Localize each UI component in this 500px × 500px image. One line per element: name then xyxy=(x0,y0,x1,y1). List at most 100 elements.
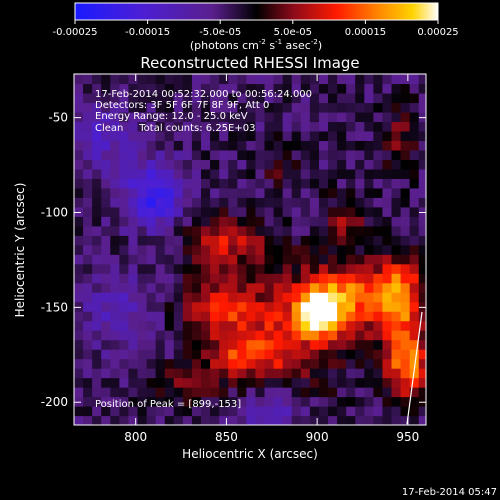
heatmap-cell xyxy=(237,301,247,312)
heatmap-cell xyxy=(101,415,111,425)
heatmap-cell xyxy=(146,121,157,132)
heatmap-cell xyxy=(273,282,284,293)
heatmap-cell xyxy=(173,292,184,303)
heatmap-cell xyxy=(137,415,148,425)
heatmap-cell xyxy=(318,282,329,293)
heatmap-cell xyxy=(418,377,426,388)
heatmap-cell xyxy=(110,130,120,142)
heatmap-cell xyxy=(409,282,420,293)
heatmap-cell xyxy=(210,197,220,208)
heatmap-cell xyxy=(255,178,266,189)
heatmap-cell xyxy=(119,83,130,94)
heatmap-cell xyxy=(400,83,411,94)
heatmap-cell xyxy=(173,235,184,246)
heatmap-cell xyxy=(237,92,247,104)
heatmap-cell xyxy=(282,225,293,236)
heatmap-cell xyxy=(318,349,329,360)
heatmap-cell xyxy=(92,254,102,265)
heatmap-cell xyxy=(300,235,311,246)
heatmap-cell xyxy=(373,111,384,123)
heatmap-cell xyxy=(92,140,102,151)
heatmap-cell xyxy=(337,159,347,170)
heatmap-cell xyxy=(346,92,356,104)
heatmap-cell xyxy=(164,74,175,85)
heatmap-cell xyxy=(164,339,175,350)
heatmap-cell xyxy=(110,320,120,331)
heatmap-cell xyxy=(300,330,311,341)
heatmap-cell xyxy=(83,301,93,312)
heatmap-cell xyxy=(255,102,266,113)
heatmap-cell xyxy=(137,339,148,350)
heatmap-cell xyxy=(409,415,420,425)
heatmap-cell xyxy=(400,330,411,341)
heatmap-cell xyxy=(291,225,302,236)
heatmap-cell xyxy=(364,140,374,151)
heatmap-cell xyxy=(201,311,211,322)
heatmap-cell xyxy=(400,235,411,246)
heatmap-cell xyxy=(328,406,338,417)
heatmap-cell xyxy=(246,320,257,331)
heatmap-cell xyxy=(173,140,184,151)
heatmap-cell xyxy=(391,149,402,160)
heatmap-cell xyxy=(137,273,148,284)
heatmap-cell xyxy=(264,111,275,123)
heatmap-cell xyxy=(182,292,193,303)
heatmap-cell xyxy=(182,102,193,113)
heatmap-cell xyxy=(255,111,266,123)
heatmap-cell xyxy=(355,396,365,407)
heatmap-cell xyxy=(110,111,120,123)
heatmap-cell xyxy=(264,102,275,113)
heatmap-cell xyxy=(355,149,365,160)
heatmap-cell xyxy=(373,121,384,132)
heatmap-cell xyxy=(309,368,320,379)
heatmap-cell xyxy=(255,197,266,208)
heatmap-cell xyxy=(309,83,320,94)
heatmap-cell xyxy=(228,415,238,425)
heatmap-cell xyxy=(228,83,238,94)
heatmap-cell xyxy=(164,102,175,113)
heatmap-cell xyxy=(409,74,420,85)
heatmap-cell xyxy=(273,140,284,151)
heatmap-cell xyxy=(255,159,266,170)
heatmap-cell xyxy=(155,206,166,217)
heatmap-cell xyxy=(128,263,139,274)
heatmap-cell xyxy=(173,377,184,388)
heatmap-cell xyxy=(364,197,374,208)
heatmap-cell xyxy=(137,159,148,170)
heatmap-cell xyxy=(219,330,229,341)
heatmap-cell xyxy=(418,92,426,104)
heatmap-cell xyxy=(391,178,402,189)
heatmap-cell xyxy=(373,330,384,341)
chart-title: Reconstructed RHESSI Image xyxy=(140,54,359,72)
heatmap-cell xyxy=(119,130,130,142)
heatmap-cell xyxy=(237,130,247,142)
heatmap-cell xyxy=(382,311,393,322)
heatmap-cell xyxy=(182,197,193,208)
heatmap-cell xyxy=(346,83,356,94)
heatmap-cell xyxy=(337,121,347,132)
heatmap-cell xyxy=(210,111,220,123)
heatmap-cell xyxy=(255,320,266,331)
heatmap-cell xyxy=(228,206,238,217)
heatmap-cell xyxy=(355,74,365,85)
heatmap-cell xyxy=(355,102,365,113)
heatmap-cell xyxy=(282,254,293,265)
heatmap-cell xyxy=(300,130,311,142)
heatmap-cell xyxy=(373,358,384,369)
y-tick-label: -50 xyxy=(48,111,68,125)
heatmap-cell xyxy=(273,216,284,227)
heatmap-cell xyxy=(273,178,284,189)
heatmap-cell xyxy=(101,149,111,160)
heatmap-cell xyxy=(255,130,266,142)
heatmap-cell xyxy=(273,102,284,113)
heatmap-cell xyxy=(346,111,356,123)
heatmap-cell xyxy=(201,74,211,85)
heatmap-cell xyxy=(309,396,320,407)
heatmap-cell xyxy=(155,349,166,360)
heatmap-cell xyxy=(146,263,157,274)
heatmap-cell xyxy=(391,140,402,151)
heatmap-cell xyxy=(355,301,365,312)
heatmap-cell xyxy=(173,415,184,425)
heatmap-cell xyxy=(83,197,93,208)
heatmap-cell xyxy=(164,254,175,265)
